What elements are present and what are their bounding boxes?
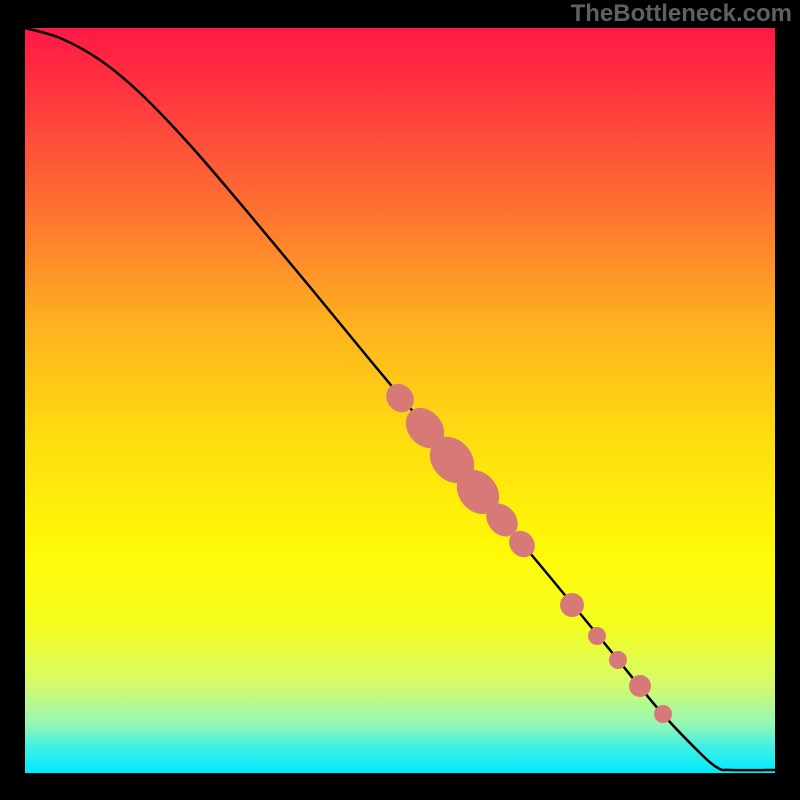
marker-dot bbox=[629, 675, 651, 697]
chart-svg bbox=[0, 0, 800, 800]
marker-dot bbox=[654, 705, 672, 723]
chart-stage: TheBottleneck.com bbox=[0, 0, 800, 800]
marker-dot bbox=[560, 593, 584, 617]
marker-dot bbox=[609, 651, 627, 669]
watermark-text: TheBottleneck.com bbox=[571, 0, 792, 28]
marker-dot bbox=[588, 627, 606, 645]
